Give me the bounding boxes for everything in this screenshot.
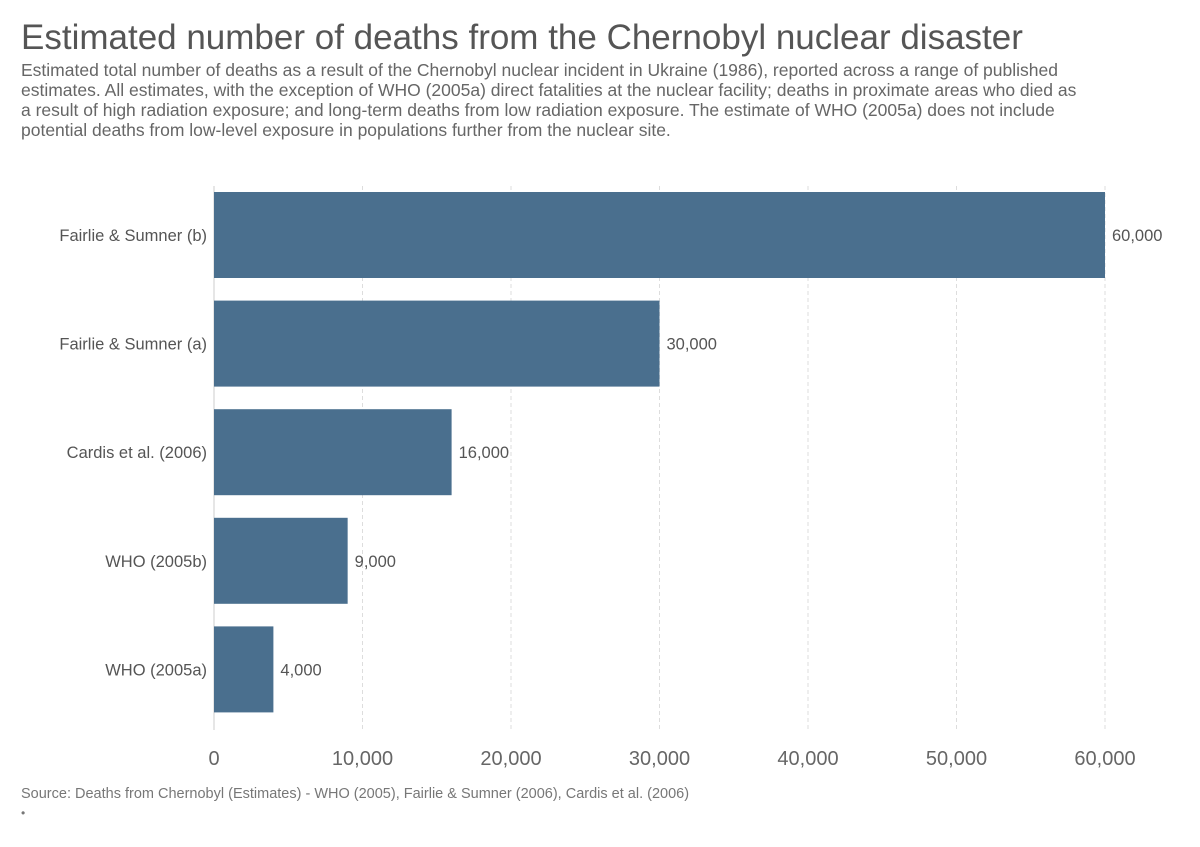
bar-value-label: 16,000 (459, 444, 509, 462)
y-category-label: Cardis et al. (2006) (67, 444, 207, 462)
chart-subtitle: Estimated total number of deaths as a re… (21, 60, 1077, 140)
bar-value-label: 9,000 (355, 553, 396, 571)
bar (214, 626, 274, 713)
bar (214, 192, 1105, 278)
chart-title: Estimated number of deaths from the Cher… (21, 18, 1023, 57)
x-tick-label: 10,000 (332, 748, 393, 770)
bar-value-label: 60,000 (1112, 227, 1162, 245)
bar-value-label: 4,000 (280, 661, 321, 679)
bar (214, 300, 660, 387)
source-note: Source: Deaths from Chernobyl (Estimates… (21, 786, 690, 802)
x-tick-label: 0 (208, 748, 219, 770)
x-tick-label: 40,000 (777, 748, 838, 770)
y-category-label: Fairlie & Sumner (b) (59, 227, 207, 245)
bar (214, 409, 452, 496)
footer-bullet: • (21, 806, 26, 820)
x-tick-label: 30,000 (629, 748, 690, 770)
y-category-label: WHO (2005a) (105, 661, 207, 679)
y-category-label: Fairlie & Sumner (a) (59, 336, 207, 354)
x-tick-label: 50,000 (926, 748, 987, 770)
y-category-label: WHO (2005b) (105, 553, 207, 571)
x-tick-label: 60,000 (1074, 748, 1135, 770)
x-tick-label: 20,000 (480, 748, 541, 770)
bar-value-label: 30,000 (667, 336, 717, 354)
bar (214, 517, 348, 604)
